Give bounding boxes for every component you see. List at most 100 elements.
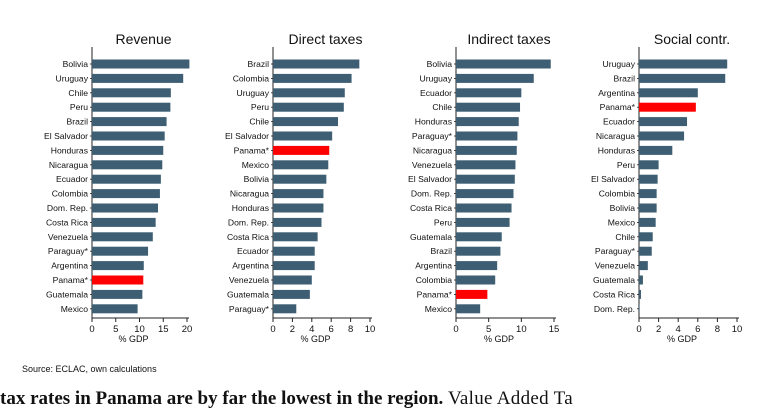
body-text-normal: Value Added Ta [443, 388, 573, 409]
panel-4-bar-dom-rep [639, 304, 640, 314]
panel-4-xtick-label-2: 2 [656, 324, 661, 335]
panel-1-xtick-label-20: 20 [182, 324, 193, 335]
panel-1-xtick-label-5: 5 [113, 324, 118, 335]
panel-1-bar-honduras [92, 145, 164, 155]
panel-4-label-venezuela: Venezuela [595, 261, 635, 271]
panel-1-label-guatemala: Guatemala [46, 289, 88, 299]
panel-3-label-honduras: Honduras [415, 117, 452, 127]
panel-4-bar-colombia [639, 189, 657, 199]
panel-2-label-bolivia: Bolivia [244, 174, 270, 184]
panel-4-label-brazil: Brazil [614, 73, 636, 83]
panel-1-bar-uruguay [92, 73, 184, 83]
panel-4-label-peru: Peru [617, 160, 635, 170]
panel-2-xtick-label-0: 0 [270, 324, 275, 335]
panel-1-xtick-label-10: 10 [134, 324, 145, 335]
panel-2-bar-peru [273, 102, 344, 112]
panel-4-label-dom-rep: Dom. Rep. [594, 304, 635, 314]
panel-4-bar-venezuela [639, 261, 648, 271]
panel-3-xtick-label-10: 10 [516, 324, 527, 335]
panel-4-xtick-label-10: 10 [732, 324, 743, 335]
panel-1-bar-paraguay [92, 246, 149, 256]
panel-4-label-nicaragua: Nicaragua [596, 131, 635, 141]
panel-2-bar-brazil [273, 59, 360, 69]
panel-2-bar-dom-rep [273, 217, 322, 227]
panel-4-label-chile: Chile [615, 232, 635, 242]
panel-1-label-argentina: Argentina [51, 261, 88, 271]
panel-2-label-honduras: Honduras [232, 203, 269, 213]
panel-4-label-honduras: Honduras [598, 145, 635, 155]
panel-1-bar-nicaragua [92, 160, 163, 170]
panel-3-label-panama: Panama* [417, 289, 453, 299]
panel-2-bar-paraguay [273, 304, 297, 314]
panel-2-bar-nicaragua [273, 189, 324, 199]
body-text-bold: tax rates in Panama are by far the lowes… [0, 388, 444, 409]
panel-4-bar-brazil [639, 73, 726, 83]
panel-1-bar-colombia [92, 189, 160, 199]
panel-3-bar-panama [456, 289, 488, 299]
panel-4-xtick-label-0: 0 [636, 324, 641, 335]
panel-2-bar-chile [273, 117, 338, 127]
panel-2-bar-honduras [273, 203, 324, 213]
panel-2-bar-costa-rica [273, 232, 318, 242]
panel-3-title: Indirect taxes [467, 31, 550, 47]
panel-3-label-bolivia: Bolivia [427, 59, 453, 69]
panel-2-bar-mexico [273, 160, 329, 170]
panel-3-label-guatemala: Guatemala [410, 232, 452, 242]
panel-1-label-colombia: Colombia [52, 189, 89, 199]
panel-3-label-peru: Peru [434, 217, 452, 227]
panel-3-label-el-salvador: El Salvador [408, 174, 452, 184]
panel-1-bar-venezuela [92, 232, 153, 242]
panel-1-label-mexico: Mexico [61, 304, 88, 314]
panel-1-label-nicaragua: Nicaragua [49, 160, 88, 170]
panel-1-bar-el-salvador [92, 131, 165, 141]
panel-1-bar-mexico [92, 304, 138, 314]
panel-4-bar-ecuador [639, 117, 688, 127]
panel-3-bar-mexico [456, 304, 481, 314]
panel-1-title: Revenue [115, 31, 171, 47]
panel-4-label-uruguay: Uruguay [603, 59, 636, 69]
panel-1-xtick-label-0: 0 [89, 324, 94, 335]
panel-1-bar-ecuador [92, 174, 161, 184]
panel-2-label-uruguay: Uruguay [237, 88, 270, 98]
panel-2-label-nicaragua: Nicaragua [230, 189, 269, 199]
panel-2-bar-colombia [273, 73, 352, 83]
panel-3-bar-ecuador [456, 88, 522, 98]
panel-4-bar-bolivia [639, 203, 657, 213]
panel-4-bar-guatemala [639, 275, 643, 285]
panel-4-bar-panama [639, 102, 696, 112]
panel-1-label-ecuador: Ecuador [56, 174, 88, 184]
panel-1-label-dom-rep: Dom. Rep. [47, 203, 88, 213]
panel-3-bar-venezuela [456, 160, 516, 170]
panel-3-bar-paraguay [456, 131, 518, 141]
panel-1-label-bolivia: Bolivia [63, 59, 89, 69]
panel-2-label-costa-rica: Costa Rica [227, 232, 269, 242]
panel-1-label-panama: Panama* [53, 275, 89, 285]
body-text-line: tax rates in Panama are by far the lowes… [0, 388, 573, 410]
panel-2-label-panama: Panama* [234, 145, 270, 155]
panel-3-bar-argentina [456, 261, 498, 271]
panel-2-bar-venezuela [273, 275, 312, 285]
panel-3-label-uruguay: Uruguay [420, 73, 453, 83]
panel-4-label-el-salvador: El Salvador [591, 174, 635, 184]
panel-1-bar-dom-rep [92, 203, 159, 213]
panel-1-label-uruguay: Uruguay [56, 73, 89, 83]
panel-3-xlabel: % GDP [484, 334, 514, 344]
panel-2-bar-bolivia [273, 174, 327, 184]
panel-3-bar-bolivia [456, 59, 551, 69]
panel-4-label-colombia: Colombia [599, 189, 636, 199]
panel-4-xtick-label-6: 6 [695, 324, 700, 335]
panel-1-bar-bolivia [92, 59, 190, 69]
panel-4-xtick-label-4: 4 [676, 324, 681, 335]
panel-2-xtick-label-10: 10 [365, 324, 376, 335]
panel-3-label-venezuela: Venezuela [412, 160, 452, 170]
panel-3-bar-el-salvador [456, 174, 515, 184]
panel-4-bar-paraguay [639, 246, 652, 256]
panel-1-bar-panama [92, 275, 144, 285]
panel-2-bar-argentina [273, 261, 315, 271]
panel-4-title: Social contr. [654, 31, 730, 47]
panel-2-bar-ecuador [273, 246, 315, 256]
panel-3-label-dom-rep: Dom. Rep. [411, 189, 452, 199]
panel-3-xtick-label-0: 0 [453, 324, 458, 335]
panel-4-bar-nicaragua [639, 131, 685, 141]
source-note: Source: ECLAC, own calculations [22, 364, 157, 374]
